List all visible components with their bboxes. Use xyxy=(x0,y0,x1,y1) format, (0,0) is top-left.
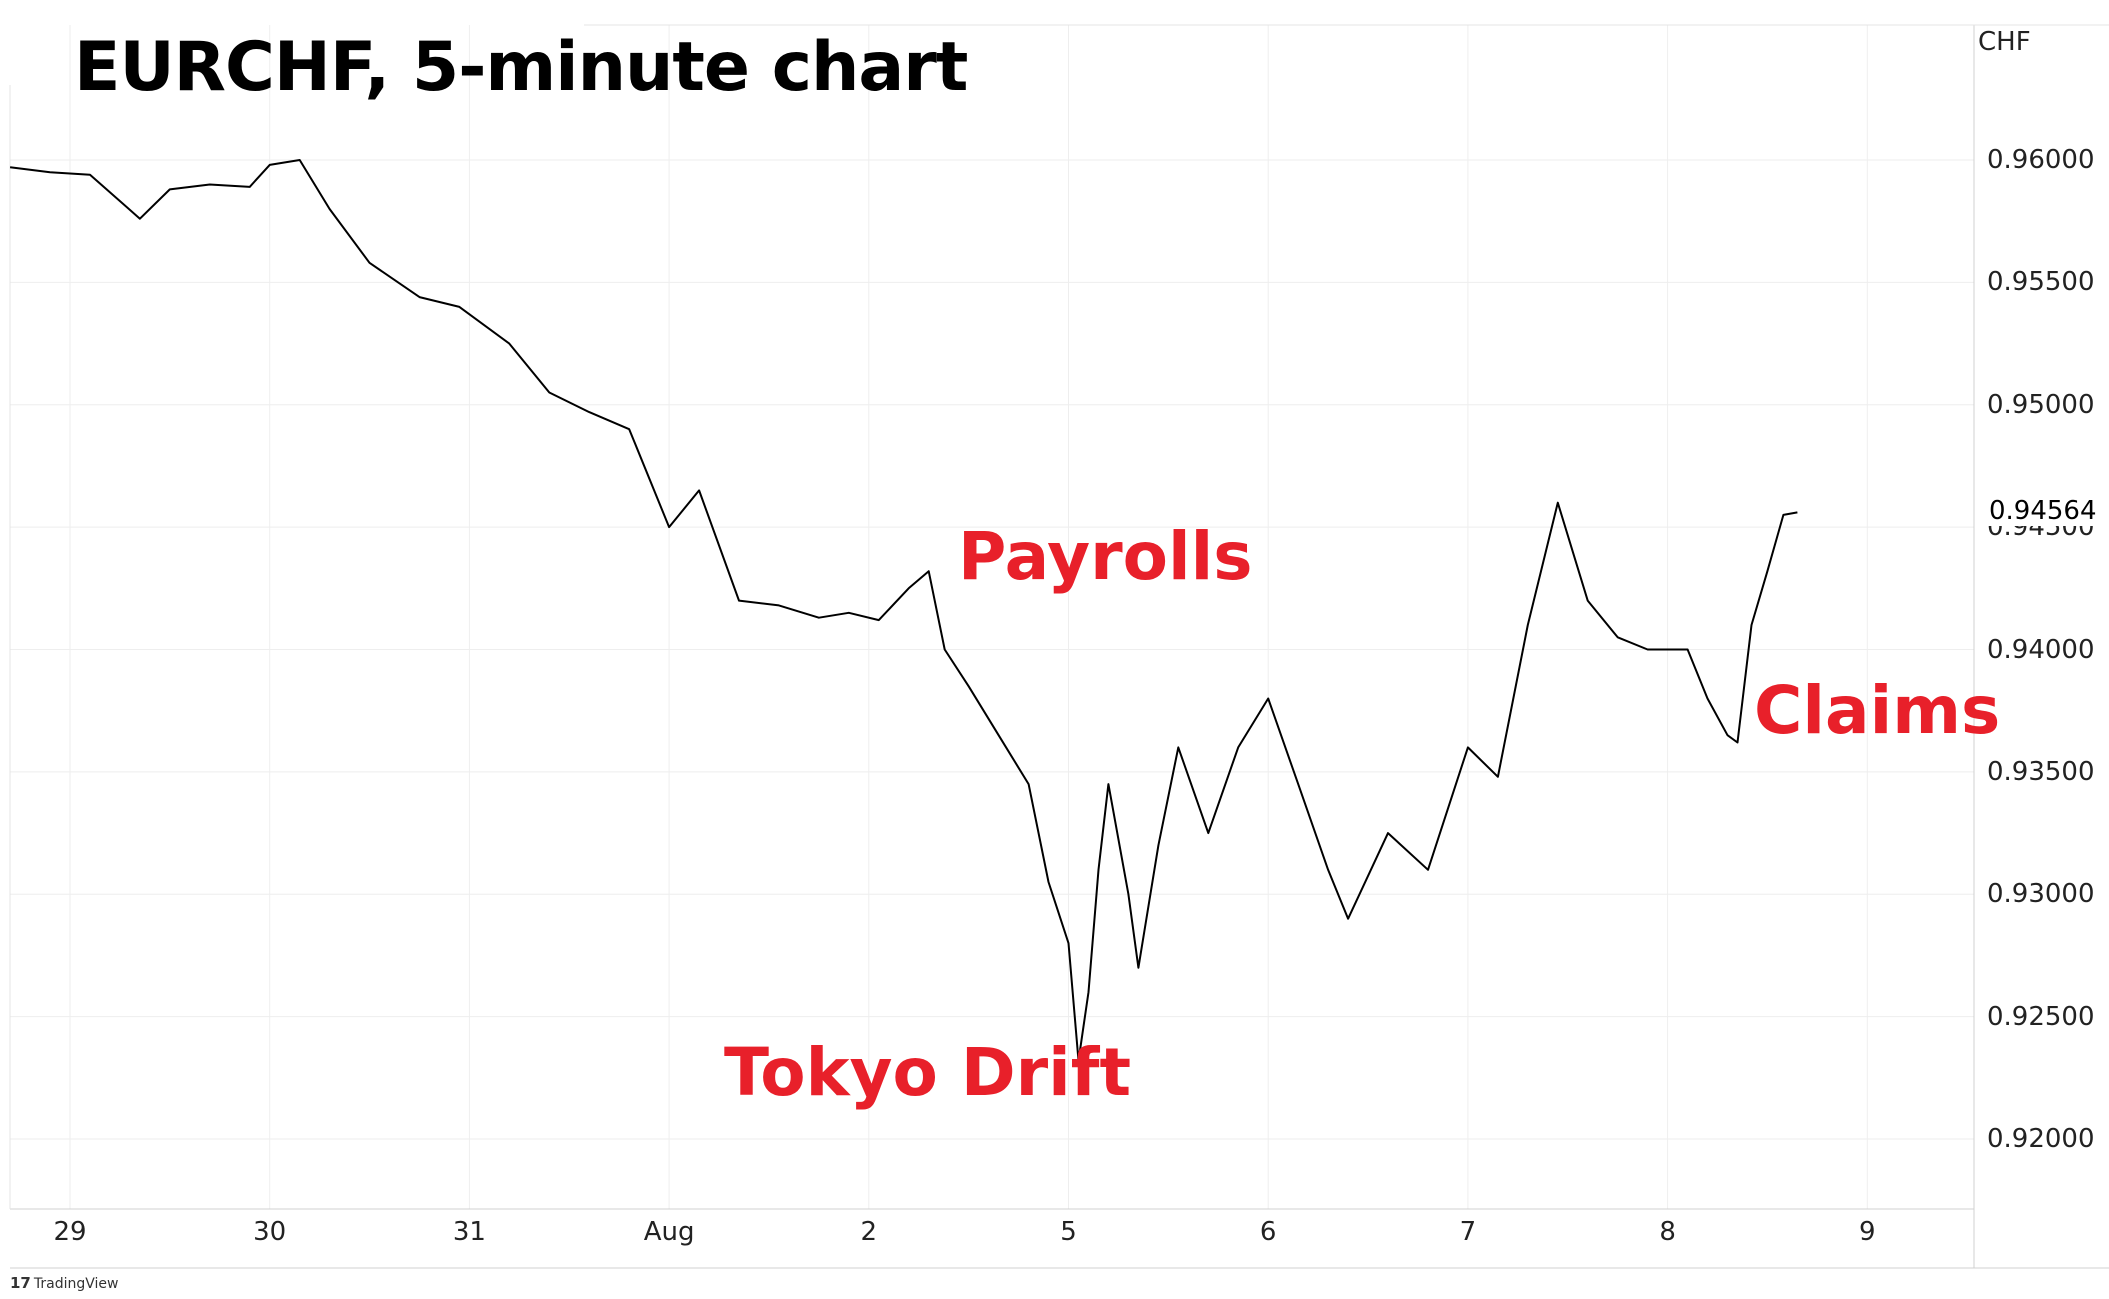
series-layer xyxy=(9,159,1798,1062)
tradingview-watermark: TradingView xyxy=(33,1276,119,1292)
grid-layer xyxy=(10,25,1974,1209)
y-tick-label: 0.93500 xyxy=(1987,756,2095,787)
x-tick-label: 5 xyxy=(1060,1217,1077,1247)
tradingview-logo-icon: 17 xyxy=(10,1274,31,1292)
y-tick-label: 0.93000 xyxy=(1987,879,2095,910)
y-tick-label: 0.96000 xyxy=(1987,145,2095,175)
x-tick-label: 8 xyxy=(1659,1217,1676,1247)
x-tick-label: 31 xyxy=(452,1217,486,1247)
x-tick-label: 2 xyxy=(860,1217,878,1247)
price-series-line xyxy=(9,159,1798,1062)
x-tick-label: 30 xyxy=(253,1217,287,1247)
y-tick-label: 0.95000 xyxy=(1987,389,2095,420)
x-tick-label: 7 xyxy=(1459,1217,1477,1247)
x-tick-label: Aug xyxy=(643,1217,695,1247)
annotation-claims: Claims xyxy=(1754,672,2001,749)
annotation-payrolls: Payrolls xyxy=(958,518,1253,595)
x-tick-label: 29 xyxy=(53,1217,87,1247)
x-tick-label: 9 xyxy=(1859,1217,1876,1247)
y-tick-label: 0.95500 xyxy=(1987,267,2095,298)
chart-title: EURCHF, 5-minute chart xyxy=(74,28,968,107)
tradingview-logo: 17 TradingView xyxy=(10,1274,118,1292)
y-tick-label: 0.92500 xyxy=(1987,1001,2095,1032)
x-tick-label: 6 xyxy=(1259,1217,1277,1247)
y-tick-label: 0.94000 xyxy=(1987,634,2095,665)
y-tick-label: 0.92000 xyxy=(1987,1124,2095,1154)
last-price-label: 0.94564 xyxy=(1987,496,2099,527)
currency-label: CHF xyxy=(1978,27,2031,57)
annotation-tokyo-drift: Tokyo Drift xyxy=(724,1034,1132,1111)
